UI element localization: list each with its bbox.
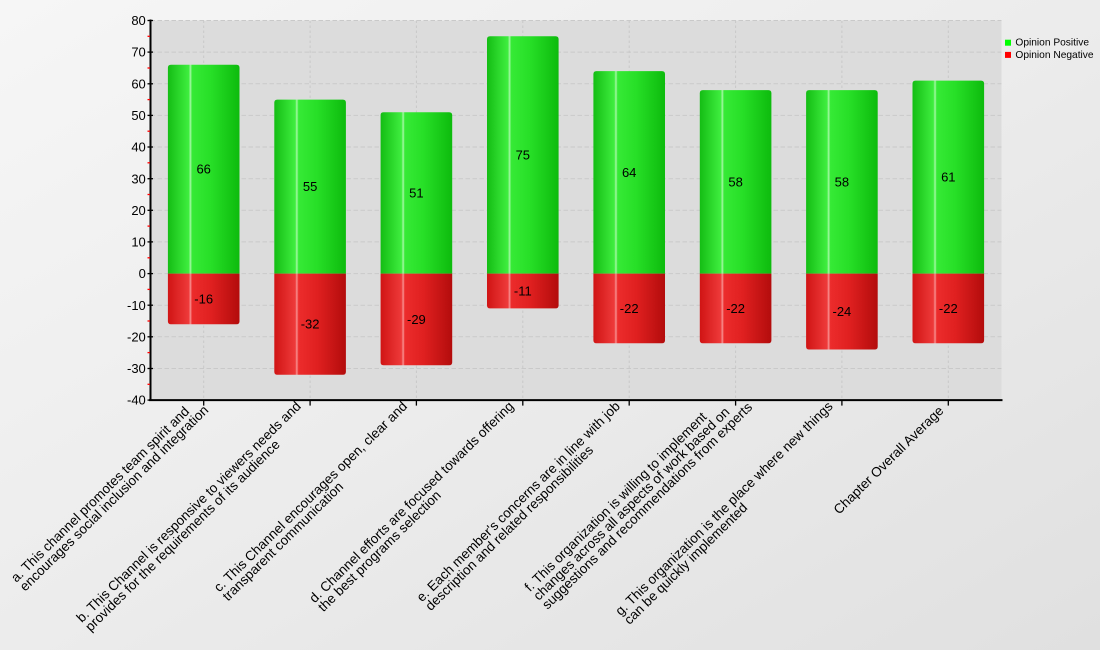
svg-text:-22: -22: [726, 301, 745, 316]
svg-text:Opinion Positive: Opinion Positive: [1015, 38, 1089, 49]
svg-text:50: 50: [131, 108, 145, 123]
svg-text:-22: -22: [620, 301, 639, 316]
svg-text:-30: -30: [127, 361, 146, 376]
svg-text:0: 0: [139, 266, 146, 281]
svg-text:61: 61: [941, 170, 955, 185]
svg-text:-29: -29: [407, 312, 426, 327]
svg-text:-24: -24: [833, 304, 852, 319]
svg-text:55: 55: [303, 179, 317, 194]
svg-text:80: 80: [131, 13, 145, 28]
svg-text:66: 66: [196, 162, 210, 177]
svg-text:60: 60: [131, 76, 145, 91]
svg-text:64: 64: [622, 165, 636, 180]
svg-text:-22: -22: [939, 301, 958, 316]
svg-text:-40: -40: [127, 393, 146, 408]
svg-text:51: 51: [409, 185, 423, 200]
svg-text:-11: -11: [514, 284, 532, 299]
svg-text:30: 30: [131, 171, 145, 186]
svg-text:-16: -16: [194, 291, 213, 306]
svg-text:-32: -32: [301, 317, 320, 332]
svg-text:20: 20: [131, 203, 145, 218]
svg-text:58: 58: [728, 174, 742, 189]
svg-text:-10: -10: [127, 298, 146, 313]
svg-text:75: 75: [516, 147, 530, 162]
svg-text:40: 40: [131, 140, 145, 155]
svg-text:58: 58: [835, 174, 849, 189]
svg-text:-20: -20: [127, 329, 146, 344]
svg-text:10: 10: [131, 235, 145, 250]
svg-text:70: 70: [131, 45, 145, 60]
svg-text:Opinion Negative: Opinion Negative: [1015, 50, 1093, 61]
